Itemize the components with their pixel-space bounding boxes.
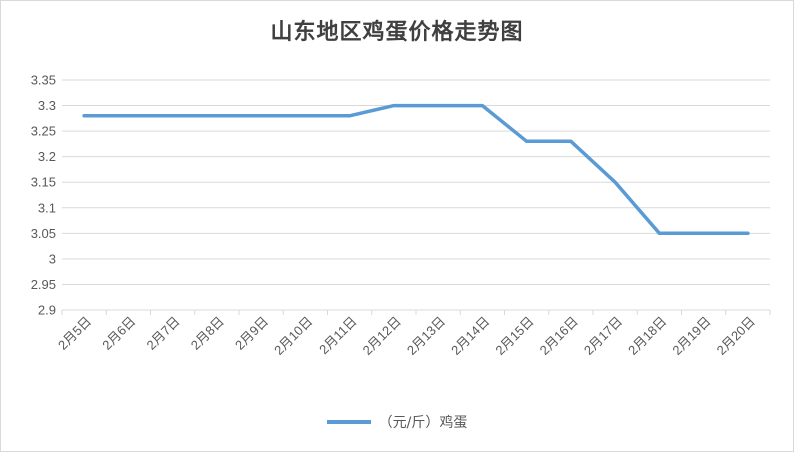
x-tick-label: 2月8日 bbox=[188, 314, 227, 353]
x-tick-label: 2月20日 bbox=[714, 314, 758, 358]
legend: （元/斤）鸡蛋 bbox=[0, 412, 794, 432]
series-line-eggs bbox=[82, 103, 750, 236]
y-tick-label: 3.05 bbox=[31, 226, 56, 241]
series-group bbox=[82, 103, 750, 236]
y-tick-label: 2.9 bbox=[38, 303, 56, 318]
y-tick-label: 3 bbox=[49, 251, 56, 266]
x-tick-label: 2月13日 bbox=[404, 314, 448, 358]
x-tick-label: 2月6日 bbox=[99, 314, 138, 353]
x-tick-label: 2月11日 bbox=[316, 314, 360, 358]
x-tick-label: 2月15日 bbox=[492, 314, 536, 358]
x-tick-label: 2月12日 bbox=[360, 314, 404, 358]
y-tick-label: 3.3 bbox=[38, 98, 56, 113]
x-tick-label: 2月9日 bbox=[232, 314, 271, 353]
legend-label: （元/斤）鸡蛋 bbox=[378, 415, 468, 431]
x-tick-label: 2月5日 bbox=[55, 314, 94, 353]
x-axis-ticks: 2月5日 2月6日 2月7日 2月8日 2月9日 2月10日 2月11日 2月12日 2月13日… bbox=[55, 310, 771, 358]
x-tick-label: 2月17日 bbox=[581, 314, 625, 358]
y-axis-ticks: 3.35 3.3 3.25 3.2 3.15 3.1 3.05 3 2.95 2.9 bbox=[31, 73, 56, 318]
x-tick-label: 2月10日 bbox=[271, 314, 315, 358]
y-tick-label: 3.35 bbox=[31, 73, 56, 88]
legend-swatch bbox=[326, 420, 371, 424]
x-tick-label: 2月16日 bbox=[537, 314, 581, 358]
y-tick-label: 3.25 bbox=[31, 124, 56, 139]
gridlines bbox=[62, 79, 770, 311]
y-tick-label: 3.1 bbox=[38, 200, 56, 215]
y-tick-label: 3.2 bbox=[38, 149, 56, 164]
x-tick-label: 2月7日 bbox=[144, 314, 183, 353]
chart-title: 山东地区鸡蛋价格走势图 bbox=[270, 19, 524, 45]
y-tick-label: 3.15 bbox=[31, 175, 56, 190]
x-tick-label: 2月18日 bbox=[625, 314, 669, 358]
x-tick-label: 2月14日 bbox=[448, 314, 492, 358]
y-tick-label: 2.95 bbox=[31, 277, 56, 292]
x-tick-label: 2月19日 bbox=[669, 314, 713, 358]
